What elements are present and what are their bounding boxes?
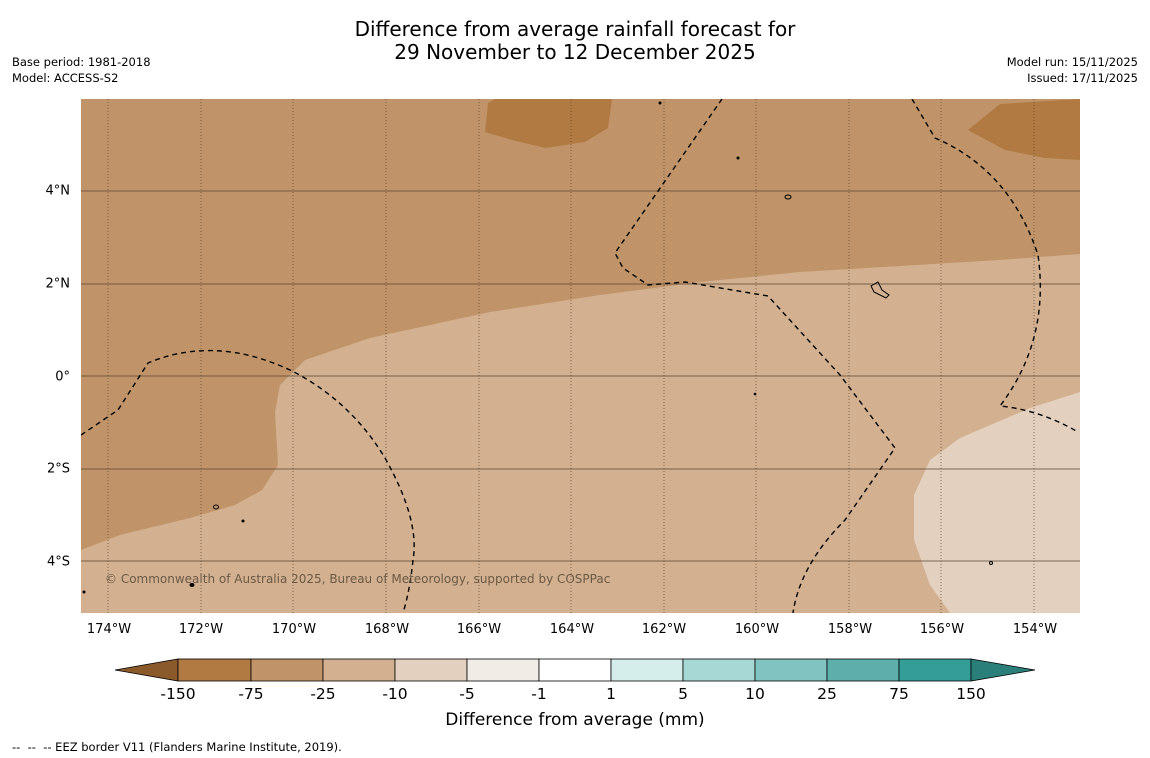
colorbar-swatch <box>538 658 612 682</box>
colorbar-swatch <box>754 658 828 682</box>
lon-label-160w: 160°W <box>734 622 780 637</box>
anomaly-region-neg75-north <box>485 99 612 148</box>
colorbar-tick-label: -1 <box>531 685 547 703</box>
colorbar-tick-label: 150 <box>956 685 986 703</box>
island <box>736 156 740 160</box>
colorbar-swatch <box>177 658 252 682</box>
lat-label-4n: 4°N <box>45 183 71 199</box>
meta-left: Base period: 1981-2018 Model: ACCESS-S2 <box>12 54 151 86</box>
colorbar-extend-right <box>970 658 1036 682</box>
colorbar-swatch <box>898 658 972 682</box>
colorbar-tick-label: -150 <box>160 685 196 703</box>
colorbar-tick-label: 75 <box>889 685 909 703</box>
colorbar-tick-label: 25 <box>817 685 837 703</box>
copyright-text: © Commonwealth of Australia 2025, Bureau… <box>105 572 611 586</box>
model-text: Model: ACCESS-S2 <box>12 71 119 85</box>
islands <box>82 101 993 594</box>
colorbar-swatch <box>394 658 468 682</box>
island <box>241 519 245 523</box>
colorbar-extend-left <box>114 658 179 682</box>
colorbar-swatch <box>466 658 540 682</box>
anomaly-region-neg10 <box>81 254 1080 613</box>
lon-label-158w: 158°W <box>827 622 873 637</box>
model-run-text: Model run: 15/11/2025 <box>1006 55 1138 69</box>
meta-right: Model run: 15/11/2025 Issued: 17/11/2025 <box>1007 54 1138 86</box>
map-title: Difference from average rainfall forecas… <box>354 17 796 64</box>
lon-label-154w: 154°W <box>1012 622 1058 637</box>
lon-label-170w: 170°W <box>271 622 317 637</box>
graticule <box>81 99 1080 613</box>
island <box>213 504 219 510</box>
colorbar-swatch <box>610 658 684 682</box>
colorbar-tick-label: -10 <box>382 685 408 703</box>
lat-label-2n: 2°N <box>45 276 71 292</box>
eez-borders <box>81 99 1079 613</box>
island <box>784 194 792 200</box>
eez-border-east <box>911 99 1079 433</box>
colorbar-swatch <box>826 658 900 682</box>
base-period-text: Base period: 1981-2018 <box>12 55 151 69</box>
colorbar-tick-label: 5 <box>678 685 688 703</box>
colorbar-tick-label: -75 <box>238 685 264 703</box>
anomaly-region-neg75-east <box>968 99 1080 160</box>
colorbar-tick-label: -25 <box>310 685 336 703</box>
lon-label-162w: 162°W <box>641 622 687 637</box>
island <box>82 590 86 594</box>
lon-label-156w: 156°W <box>919 622 965 637</box>
lat-label-2s: 2°S <box>46 461 70 477</box>
issued-text: Issued: 17/11/2025 <box>1027 71 1138 85</box>
colorbar-tick-label: 10 <box>745 685 765 703</box>
lon-label-172w: 172°W <box>178 622 224 637</box>
eez-border-central <box>614 99 896 613</box>
lon-label-174w: 174°W <box>86 622 132 637</box>
island <box>753 392 757 396</box>
eez-footnote: -- -- -- EEZ border V11 (Flanders Marine… <box>12 740 342 754</box>
lat-label-4s: 4°S <box>46 554 70 570</box>
eez-border-west <box>81 349 415 613</box>
colorbar-tick-label: 1 <box>606 685 616 703</box>
colorbar-swatch <box>250 658 324 682</box>
island <box>870 281 890 299</box>
colorbar-swatch <box>682 658 756 682</box>
lat-label-equator: 0° <box>55 369 70 385</box>
lon-label-164w: 164°W <box>549 622 595 637</box>
colorbar-swatch <box>322 658 396 682</box>
colorbar <box>114 658 1036 682</box>
map-area <box>81 99 1080 613</box>
island <box>658 101 662 105</box>
island <box>189 583 195 587</box>
anomaly-region-neg5 <box>914 392 1080 613</box>
island <box>989 561 993 565</box>
lon-label-168w: 168°W <box>364 622 410 637</box>
colorbar-title: Difference from average (mm) <box>445 710 705 730</box>
lon-label-166w: 166°W <box>456 622 502 637</box>
colorbar-tick-label: -5 <box>459 685 475 703</box>
